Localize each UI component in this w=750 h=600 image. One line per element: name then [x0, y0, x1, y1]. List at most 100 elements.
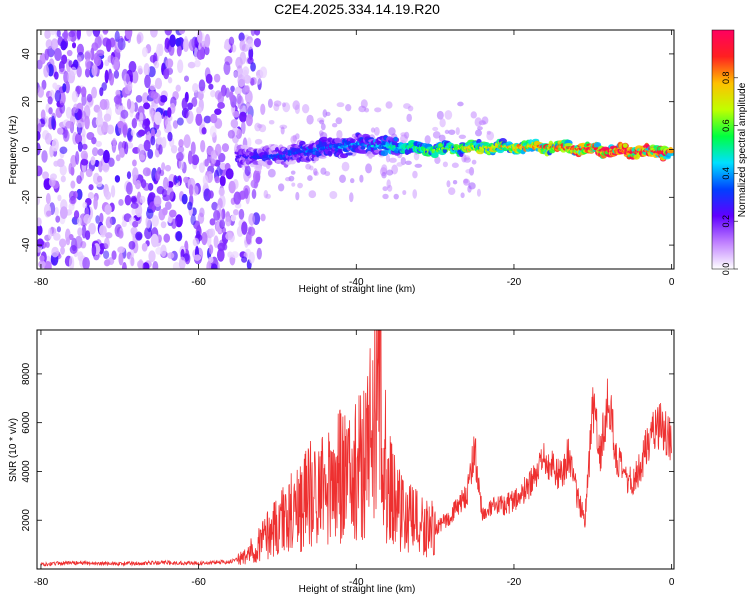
spectrogram-noise-cell	[71, 90, 78, 103]
spectrogram-noise-cell	[141, 242, 148, 252]
spectrogram-noise-cell	[250, 30, 256, 37]
spectrogram-noise-cell	[44, 116, 49, 128]
spectrogram-noise-cell	[91, 147, 99, 157]
spectrogram-x-tick-label: -80	[34, 277, 49, 288]
spectrogram-noise-cell	[142, 121, 148, 130]
spectrogram-noise-cell	[153, 60, 160, 69]
spectrogram-noise-cell	[241, 221, 248, 235]
spectrogram-noise-cell	[104, 69, 109, 84]
spectrogram-noise-cell	[93, 196, 98, 210]
spectrogram-noise-cell	[243, 188, 249, 200]
spectrogram-noise-cell	[406, 113, 412, 123]
spectrogram-noise-cell	[81, 224, 87, 239]
spectrogram-noise-cell	[175, 231, 183, 242]
spectrogram-noise-cell	[130, 256, 135, 267]
spectrogram-noise-cell	[150, 128, 156, 139]
spectrogram-noise-cell	[198, 79, 206, 92]
spectrogram-noise-cell	[196, 49, 204, 60]
spectrogram-noise-cell	[280, 126, 285, 135]
spectrogram-noise-cell	[210, 113, 218, 124]
spectrogram-noise-cell	[143, 102, 151, 110]
spectrogram-noise-cell	[387, 184, 393, 192]
colorbar-tick-label: 0.2	[721, 215, 731, 228]
spectrogram-noise-cell	[213, 73, 221, 83]
spectrogram-noise-cell	[111, 250, 117, 261]
spectrogram-noise-cell	[245, 101, 251, 113]
spectrogram-noise-cell	[150, 30, 158, 38]
spectrogram-noise-cell	[137, 143, 145, 157]
spectrogram-noise-cell	[135, 94, 143, 103]
snr-y-tick-label: 2000	[21, 509, 32, 532]
spectrogram-noise-cell	[267, 168, 276, 178]
spectrogram-noise-cell	[188, 184, 194, 197]
spectrogram-noise-cell	[162, 177, 170, 190]
spectrogram-ridge-cell	[254, 164, 263, 172]
spectrogram-x-tick-label: -20	[507, 277, 522, 288]
spectrogram-noise-cell	[105, 216, 113, 229]
spectrogram-noise-cell	[228, 180, 236, 194]
spectrogram-noise-cell	[248, 46, 254, 61]
spectrogram-noise-cell	[230, 214, 237, 222]
spectrogram-noise-cell	[471, 159, 477, 165]
spectrogram-noise-cell	[155, 247, 163, 255]
spectrogram-noise-cell	[201, 231, 208, 246]
spectrogram-noise-cell	[49, 30, 57, 36]
snr-series-line	[40, 330, 672, 567]
spectrogram-noise-cell	[325, 111, 331, 117]
spectrogram-noise-cell	[463, 178, 470, 186]
spectrogram-noise-cell	[149, 105, 154, 118]
spectrogram-noise-cell	[336, 102, 345, 108]
spectrogram-noise-cell	[245, 113, 253, 127]
spectrogram-noise-cell	[231, 251, 239, 259]
spectrogram-noise-cell	[99, 87, 104, 97]
spectrogram-noise-cell	[412, 170, 418, 179]
spectrogram-noise-cell	[84, 115, 90, 130]
spectrogram-y-axis: -40 -20 0 20 40	[21, 48, 674, 252]
colorbar-ticks: 0.0 0.2 0.4 0.6 0.8	[721, 72, 738, 275]
spectrogram-noise-cell	[192, 185, 199, 196]
spectrogram-noise-cell	[412, 189, 418, 199]
spectrogram-noise-cell	[128, 240, 136, 250]
spectrogram-noise-cell	[77, 141, 83, 152]
spectrogram-noise-cell	[341, 161, 350, 172]
spectrogram-noise-cell	[65, 81, 70, 94]
spectrogram-noise-cell	[37, 195, 41, 206]
spectrogram-ridge-cell	[274, 147, 280, 152]
spectrogram-noise-cell	[148, 192, 156, 200]
spectrogram-noise-cell	[242, 69, 249, 81]
spectrogram-noise-cell	[37, 142, 41, 156]
spectrogram-noise-cell	[190, 141, 196, 155]
spectrogram-noise-cell	[382, 193, 389, 200]
spectrogram-noise-cell	[103, 113, 112, 122]
spectrogram-noise-cell	[94, 159, 100, 167]
snr-x-label: Height of straight line (km)	[299, 584, 416, 595]
spectrogram-noise-cell	[82, 257, 90, 269]
spectrogram-noise-cell	[82, 143, 88, 150]
spectrogram-noise-cell	[204, 46, 210, 56]
spectrogram-noise-cell	[54, 48, 62, 62]
spectrogram-noise-cell	[124, 84, 131, 95]
spectrogram-noise-cell	[474, 129, 482, 137]
spectrogram-ridge-cell	[327, 150, 333, 156]
spectrogram-noise-cell	[90, 156, 96, 166]
spectrogram-noise-cell	[47, 96, 53, 105]
spectrogram-noise-cell	[86, 131, 95, 141]
spectrogram-noise-cell	[148, 90, 156, 98]
spectrogram-noise-cell	[232, 111, 240, 118]
snr-y-axis: 2000 4000 6000 8000	[21, 362, 674, 531]
spectrogram-noise-cell	[432, 126, 439, 132]
spectrogram-noise-cell	[223, 61, 231, 75]
spectrogram-noise-cell	[258, 124, 267, 133]
spectrogram-noise-cell	[158, 144, 163, 155]
spectrogram-noise-cell	[121, 220, 127, 228]
spectrogram-noise-cell	[448, 129, 456, 135]
spectrogram-noise-cell	[65, 237, 71, 246]
spectrogram-noise-cell	[104, 259, 111, 267]
spectrogram-noise-cell	[164, 201, 172, 210]
spectrogram-noise-cell	[209, 125, 217, 138]
spectrogram-noise-cell	[37, 123, 42, 134]
snr-y-tick-label: 6000	[21, 411, 32, 434]
spectrogram-noise-cell	[237, 95, 244, 110]
spectrogram-noise-cell	[76, 188, 83, 201]
spectrogram-noise-cell	[434, 156, 441, 164]
